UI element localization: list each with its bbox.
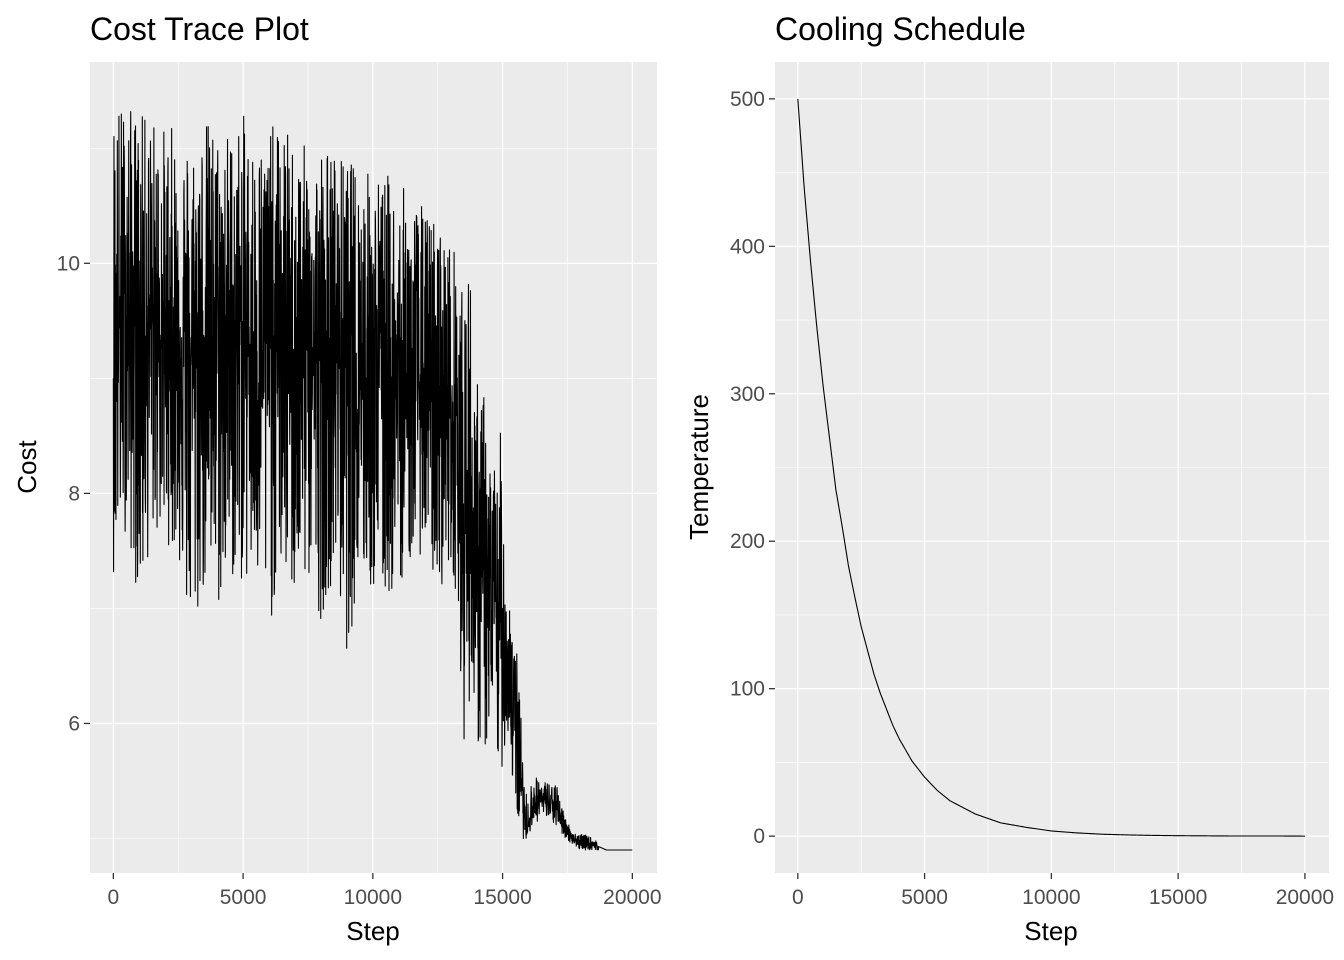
cost-y-tick-label: 6	[68, 712, 80, 735]
cooling-x-tick-label: 20000	[1276, 886, 1334, 909]
cost-trace-panel: Cost Trace Plot 0 5000 10000 15000 20000 6 8 10…	[12, 11, 662, 946]
cooling-series-line	[797, 98, 1305, 837]
cost-x-tick-label: 20000	[603, 886, 661, 909]
cooling-plot-title: Cooling Schedule	[775, 11, 1026, 47]
cooling-x-axis-title: Step	[1024, 916, 1078, 946]
cost-y-tick-label: 10	[57, 252, 80, 275]
cost-x-tick-label: 10000	[344, 886, 402, 909]
cooling-y-tick-label: 500	[730, 88, 765, 111]
cooling-schedule-panel: Cooling Schedule 0 5000 10000 15000 20000 0 10…	[684, 11, 1334, 946]
cost-x-tick-label: 5000	[220, 886, 267, 909]
cooling-series	[797, 98, 1305, 837]
cooling-y-tick-label: 300	[730, 383, 765, 406]
cost-x-tick-label: 15000	[473, 886, 531, 909]
cost-y-tick-label: 8	[68, 482, 80, 505]
cooling-x-tick-label: 15000	[1149, 886, 1207, 909]
cooling-axes: 0 5000 10000 15000 20000 0 100 200 300 400 500	[730, 88, 1334, 909]
cost-x-tick-label: 0	[108, 886, 120, 909]
cooling-gridlines	[775, 62, 1329, 873]
cooling-x-tick-label: 0	[792, 886, 804, 909]
cooling-x-tick-label: 5000	[901, 886, 948, 909]
cost-plot-title: Cost Trace Plot	[90, 11, 309, 47]
cooling-y-axis-title: Temperature	[684, 394, 714, 540]
cooling-y-tick-label: 200	[730, 530, 765, 553]
cooling-y-tick-label: 100	[730, 678, 765, 701]
cooling-y-tick-label: 400	[730, 235, 765, 258]
cooling-y-tick-label: 0	[753, 825, 765, 848]
cost-y-axis-title: Cost	[12, 439, 42, 493]
cost-axes: 0 5000 10000 15000 20000 6 8 10	[57, 252, 662, 909]
cost-x-axis-title: Step	[346, 916, 400, 946]
cost-series	[112, 111, 633, 851]
cooling-x-tick-label: 10000	[1022, 886, 1080, 909]
cost-series-line	[112, 111, 633, 851]
